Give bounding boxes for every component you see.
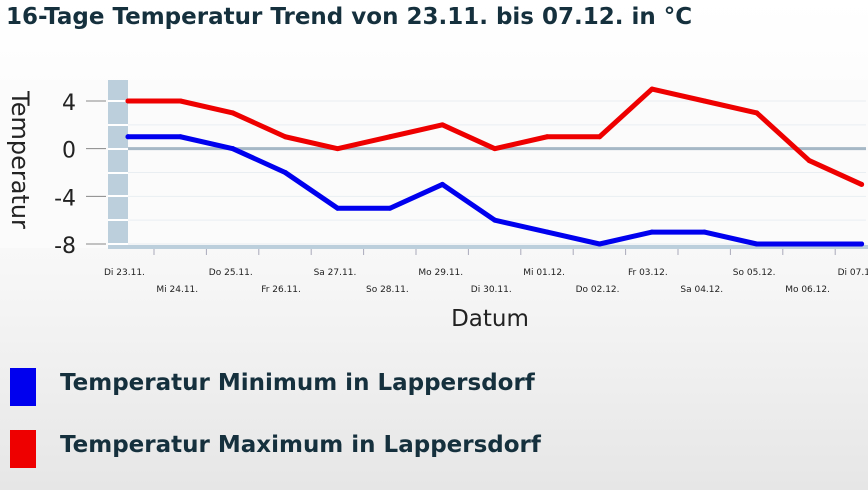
legend-label-minimum: Temperatur Minimum in Lappersdorf — [60, 370, 535, 396]
data-point — [544, 229, 550, 235]
data-point — [859, 241, 865, 247]
data-point — [335, 205, 341, 211]
data-point — [492, 146, 498, 152]
y-tick-label: 0 — [62, 139, 76, 164]
data-point — [649, 86, 655, 92]
data-point — [230, 110, 236, 116]
x-axis-label: Datum — [451, 306, 529, 332]
temperature-chart: 4 0 -4 -8 Temperatur Di 23.11. Mi 24.11. Do 25.… — [0, 80, 868, 332]
x-tick-label: Sa 27.11. — [314, 268, 357, 278]
data-point — [859, 181, 865, 187]
data-point — [806, 241, 812, 247]
x-tick-label: Fr 03.12. — [628, 268, 668, 278]
x-tick-label: Di 07.12. — [838, 268, 868, 278]
x-tick-label: Fr 26.11. — [261, 285, 301, 295]
data-point — [335, 146, 341, 152]
data-point — [230, 146, 236, 152]
legend-swatch-minimum — [10, 368, 36, 406]
data-point — [125, 134, 131, 140]
data-point — [387, 134, 393, 140]
x-tick-label: Di 23.11. — [104, 268, 145, 278]
x-tick-label: Do 02.12. — [576, 285, 620, 295]
data-point — [177, 98, 183, 104]
x-tick-label: So 28.11. — [366, 285, 409, 295]
data-point — [754, 110, 760, 116]
x-tick-label: Di 30.11. — [471, 285, 512, 295]
y-axis-label: Temperatur — [6, 90, 34, 229]
y-tick-label: -8 — [54, 234, 76, 259]
x-tick-label: So 05.12. — [733, 268, 776, 278]
data-point — [125, 98, 131, 104]
y-axis-band — [108, 80, 128, 248]
y-tick-label: -4 — [54, 186, 76, 211]
data-point — [544, 134, 550, 140]
data-point — [282, 134, 288, 140]
data-point — [282, 170, 288, 175]
data-point — [597, 241, 603, 247]
data-point — [439, 181, 445, 187]
data-point — [806, 158, 812, 164]
data-point — [701, 229, 707, 235]
x-tick-label: Sa 04.12. — [680, 285, 723, 295]
data-point — [492, 217, 498, 223]
x-tick-label: Mi 24.11. — [156, 285, 198, 295]
y-tick-label: 4 — [62, 91, 76, 116]
plot-background — [0, 80, 868, 248]
x-tick-label: Do 25.11. — [209, 268, 253, 278]
data-point — [701, 98, 707, 104]
data-point — [597, 134, 603, 140]
data-point — [387, 205, 393, 211]
chart-title: 16-Tage Temperatur Trend von 23.11. bis … — [6, 4, 693, 30]
data-point — [439, 122, 445, 128]
legend-label-maximum: Temperatur Maximum in Lappersdorf — [60, 432, 541, 458]
legend-swatch-maximum — [10, 430, 36, 468]
data-point — [649, 229, 655, 235]
x-tick-label: Mo 06.12. — [785, 285, 830, 295]
x-tick-label: Mo 29.11. — [418, 268, 463, 278]
data-point — [177, 134, 183, 140]
x-tick-label: Mi 01.12. — [523, 268, 565, 278]
data-point — [754, 241, 760, 247]
